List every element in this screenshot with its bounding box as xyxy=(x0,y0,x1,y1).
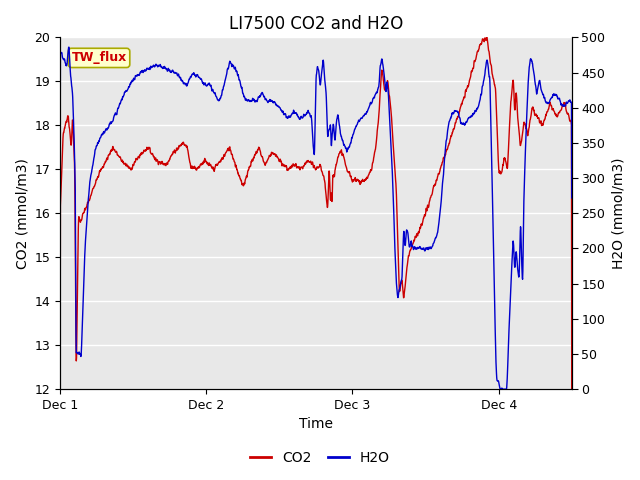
H2O xyxy=(554,94,561,100)
CO2 xyxy=(554,114,561,120)
H2O xyxy=(292,110,300,116)
Y-axis label: H2O (mmol/m3): H2O (mmol/m3) xyxy=(611,157,625,269)
H2O xyxy=(554,94,561,99)
H2O xyxy=(83,223,90,229)
X-axis label: Time: Time xyxy=(299,418,333,432)
CO2 xyxy=(459,97,467,103)
Line: H2O: H2O xyxy=(60,47,572,389)
Text: TW_flux: TW_flux xyxy=(72,51,127,64)
CO2 xyxy=(305,159,313,165)
H2O xyxy=(65,44,73,50)
CO2 xyxy=(56,386,64,392)
CO2 xyxy=(553,113,561,119)
H2O xyxy=(56,161,64,167)
H2O xyxy=(568,195,575,201)
H2O xyxy=(497,386,504,392)
CO2 xyxy=(568,386,575,392)
Title: LI7500 CO2 and H2O: LI7500 CO2 and H2O xyxy=(229,15,403,33)
CO2 xyxy=(291,162,299,168)
CO2 xyxy=(83,204,90,210)
Y-axis label: CO2 (mmol/m3): CO2 (mmol/m3) xyxy=(15,158,29,269)
H2O xyxy=(460,120,467,126)
CO2 xyxy=(483,34,491,40)
Line: CO2: CO2 xyxy=(60,37,572,389)
Legend: CO2, H2O: CO2, H2O xyxy=(244,445,396,471)
H2O xyxy=(305,110,313,116)
